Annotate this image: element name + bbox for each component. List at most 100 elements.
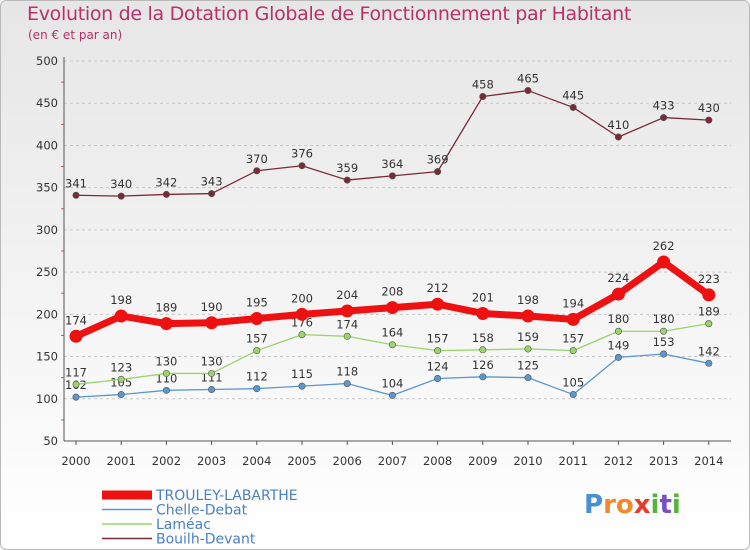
data-point xyxy=(253,347,261,355)
y-tick-label: 400 xyxy=(36,138,58,152)
data-point xyxy=(72,393,80,401)
data-label: 104 xyxy=(381,376,403,390)
legend-label: Laméac xyxy=(156,517,211,533)
data-point xyxy=(705,116,713,124)
data-label: 105 xyxy=(562,376,584,390)
data-label: 195 xyxy=(246,296,268,310)
data-point xyxy=(702,288,716,302)
data-label: 126 xyxy=(472,358,494,372)
y-tick-label: 250 xyxy=(36,265,58,279)
data-point xyxy=(114,309,128,323)
data-label: 194 xyxy=(562,296,584,310)
data-point xyxy=(250,312,264,326)
x-tick-label: 2011 xyxy=(559,454,588,468)
data-label: 153 xyxy=(653,335,675,349)
x-tick-label: 2005 xyxy=(287,454,316,468)
data-label: 430 xyxy=(698,101,720,115)
data-point xyxy=(569,391,577,399)
data-point xyxy=(614,133,622,141)
data-label: 118 xyxy=(336,365,358,379)
logo-letter: i xyxy=(650,490,660,520)
logo-letter: x xyxy=(633,490,651,520)
data-point xyxy=(162,369,170,377)
data-point xyxy=(343,332,351,340)
data-label: 164 xyxy=(381,326,403,340)
legend-label: Chelle-Debat xyxy=(156,503,248,519)
data-point xyxy=(343,380,351,388)
data-label: 370 xyxy=(246,152,268,166)
data-label: 200 xyxy=(291,291,313,305)
data-label: 115 xyxy=(291,367,313,381)
data-label: 180 xyxy=(607,312,629,326)
data-point xyxy=(72,191,80,199)
data-point xyxy=(660,327,668,335)
data-label: 130 xyxy=(201,354,223,368)
x-tick-label: 2006 xyxy=(333,454,362,468)
data-label: 174 xyxy=(65,313,87,327)
data-label: 124 xyxy=(427,360,449,374)
logo-letter: t xyxy=(659,490,672,520)
data-label: 149 xyxy=(607,338,629,352)
data-point xyxy=(298,382,306,390)
logo-letter: r xyxy=(603,490,616,520)
data-point xyxy=(298,331,306,339)
data-point xyxy=(117,192,125,200)
data-label: 342 xyxy=(155,175,177,189)
data-label: 110 xyxy=(155,371,177,385)
data-point xyxy=(388,341,396,349)
data-label: 341 xyxy=(65,176,87,190)
data-point xyxy=(434,375,442,383)
data-label: 445 xyxy=(562,88,584,102)
data-point xyxy=(298,162,306,170)
data-point xyxy=(72,380,80,388)
data-label: 224 xyxy=(607,271,629,285)
data-point xyxy=(434,168,442,176)
data-point xyxy=(614,327,622,335)
x-tick-label: 2004 xyxy=(242,454,271,468)
data-point xyxy=(660,114,668,122)
data-point xyxy=(69,329,83,343)
data-point xyxy=(524,87,532,95)
data-point xyxy=(253,385,261,393)
data-label: 343 xyxy=(201,175,223,189)
y-tick-label: 200 xyxy=(36,307,58,321)
y-tick-label: 500 xyxy=(36,54,58,68)
chart-subtitle: (en € et par an) xyxy=(28,28,123,42)
data-point xyxy=(162,386,170,394)
data-label: 159 xyxy=(517,330,539,344)
chart-title: Evolution de la Dotation Globale de Fonc… xyxy=(27,3,632,25)
data-point xyxy=(431,297,445,311)
data-point xyxy=(479,346,487,354)
y-tick-label: 100 xyxy=(36,392,58,406)
data-point xyxy=(385,301,399,315)
logo-letter: P xyxy=(584,490,604,520)
data-point xyxy=(705,359,713,367)
data-label: 410 xyxy=(607,118,629,132)
data-label: 130 xyxy=(155,354,177,368)
data-label: 117 xyxy=(65,365,87,379)
data-point xyxy=(479,373,487,381)
data-point xyxy=(611,287,625,301)
data-label: 176 xyxy=(291,316,313,330)
data-point xyxy=(569,347,577,355)
x-tick-label: 2001 xyxy=(107,454,136,468)
data-point xyxy=(657,255,671,269)
data-point xyxy=(343,176,351,184)
data-point xyxy=(434,347,442,355)
data-point xyxy=(705,320,713,328)
x-tick-label: 2008 xyxy=(423,454,452,468)
data-label: 157 xyxy=(427,332,449,346)
data-point xyxy=(479,92,487,100)
data-label: 376 xyxy=(291,147,313,161)
y-tick-label: 450 xyxy=(36,96,58,110)
data-label: 262 xyxy=(653,239,675,253)
data-label: 158 xyxy=(472,331,494,345)
data-point xyxy=(521,309,535,323)
data-label: 465 xyxy=(517,72,539,86)
data-label: 123 xyxy=(110,360,132,374)
data-label: 204 xyxy=(336,288,358,302)
data-point xyxy=(295,307,309,321)
x-tick-label: 2002 xyxy=(152,454,181,468)
y-tick-label: 150 xyxy=(36,350,58,364)
